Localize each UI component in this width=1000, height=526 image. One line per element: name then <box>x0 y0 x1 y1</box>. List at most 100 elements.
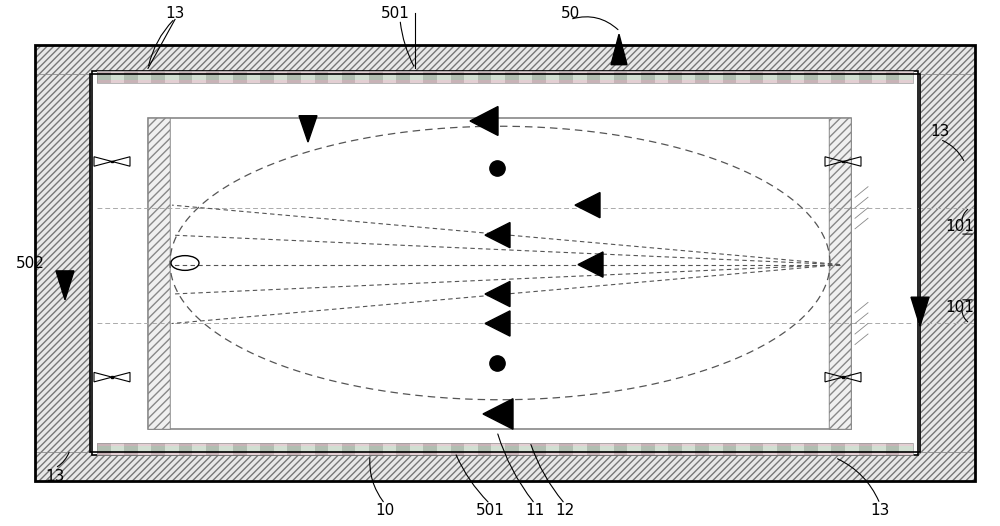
Bar <box>546 443 559 455</box>
Bar <box>668 443 682 455</box>
Bar <box>723 71 736 83</box>
Bar <box>559 71 573 83</box>
Bar <box>287 443 301 455</box>
Polygon shape <box>611 34 627 65</box>
Bar <box>627 71 641 83</box>
Bar <box>247 443 260 455</box>
Bar <box>750 71 763 83</box>
Polygon shape <box>299 116 317 142</box>
Bar <box>138 443 151 455</box>
Bar <box>920 74 975 452</box>
Bar <box>709 443 723 455</box>
Bar <box>151 443 165 455</box>
Bar <box>192 443 206 455</box>
Bar <box>97 443 913 455</box>
Bar <box>342 443 355 455</box>
Bar <box>90 74 920 452</box>
Bar <box>709 71 723 83</box>
Polygon shape <box>485 222 510 248</box>
Text: 502: 502 <box>16 256 44 270</box>
Bar <box>641 71 655 83</box>
Bar <box>233 71 247 83</box>
Bar <box>491 71 505 83</box>
Bar <box>655 443 668 455</box>
Bar <box>315 443 328 455</box>
Bar <box>842 161 844 162</box>
Bar <box>899 443 913 455</box>
Text: 13: 13 <box>45 469 65 483</box>
Bar <box>260 71 274 83</box>
Bar <box>845 71 859 83</box>
Bar <box>777 443 791 455</box>
Bar <box>342 71 355 83</box>
Bar <box>260 443 274 455</box>
Bar <box>695 443 709 455</box>
Text: 12: 12 <box>555 503 575 518</box>
Bar <box>600 443 614 455</box>
Bar <box>614 443 627 455</box>
Bar <box>148 118 170 429</box>
Bar <box>124 443 138 455</box>
Bar <box>138 71 151 83</box>
Polygon shape <box>56 271 74 300</box>
Polygon shape <box>578 252 603 277</box>
Bar <box>111 443 124 455</box>
Bar <box>829 118 851 429</box>
Bar <box>247 71 260 83</box>
Bar <box>383 443 396 455</box>
Bar <box>859 443 872 455</box>
Text: 101: 101 <box>946 300 974 315</box>
Bar <box>791 71 804 83</box>
Bar <box>148 118 170 429</box>
Polygon shape <box>470 106 498 135</box>
Bar <box>804 71 818 83</box>
Bar <box>192 71 206 83</box>
Bar <box>464 443 478 455</box>
Bar <box>791 443 804 455</box>
Polygon shape <box>575 193 600 218</box>
Bar <box>842 377 844 378</box>
Bar <box>97 71 913 74</box>
Bar <box>148 118 851 429</box>
Bar <box>97 446 913 452</box>
Bar <box>219 71 233 83</box>
Bar <box>682 443 695 455</box>
Bar <box>437 71 451 83</box>
Bar <box>519 443 532 455</box>
Bar <box>437 443 451 455</box>
Bar <box>532 443 546 455</box>
Bar <box>97 71 913 83</box>
Bar <box>97 74 913 80</box>
Bar <box>831 71 845 83</box>
Text: 11: 11 <box>525 503 545 518</box>
Bar <box>695 71 709 83</box>
Bar <box>423 71 437 83</box>
Bar <box>179 71 192 83</box>
Bar <box>35 45 975 74</box>
Bar <box>600 71 614 83</box>
Bar <box>92 71 918 455</box>
Bar <box>668 71 682 83</box>
Bar <box>35 45 975 481</box>
Bar <box>97 443 913 446</box>
Bar <box>97 452 913 455</box>
Bar <box>573 71 587 83</box>
Bar <box>369 71 383 83</box>
Bar <box>899 71 913 83</box>
Bar <box>383 71 396 83</box>
Bar <box>831 443 845 455</box>
Bar <box>818 71 831 83</box>
Bar <box>233 443 247 455</box>
Polygon shape <box>483 399 513 429</box>
Bar <box>723 443 736 455</box>
Bar <box>396 443 410 455</box>
Bar <box>369 443 383 455</box>
Bar <box>97 71 111 83</box>
Bar <box>35 45 975 481</box>
Text: 501: 501 <box>381 6 409 21</box>
Bar <box>859 71 872 83</box>
Bar <box>315 71 328 83</box>
Bar <box>410 443 423 455</box>
Bar <box>274 71 287 83</box>
Polygon shape <box>911 297 929 326</box>
